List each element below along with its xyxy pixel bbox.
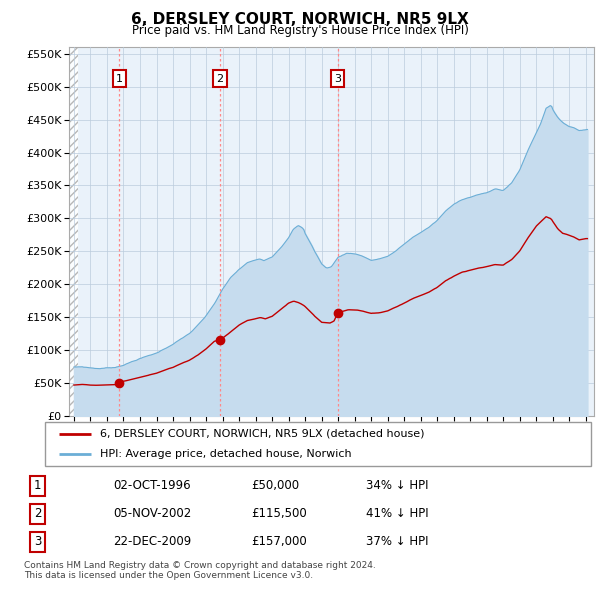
Text: 3: 3 <box>34 535 41 548</box>
Text: 1: 1 <box>116 74 123 84</box>
Text: 34% ↓ HPI: 34% ↓ HPI <box>366 480 429 493</box>
Bar <box>69 47 78 416</box>
Text: 1: 1 <box>34 480 41 493</box>
Text: Price paid vs. HM Land Registry's House Price Index (HPI): Price paid vs. HM Land Registry's House … <box>131 24 469 37</box>
Text: £50,000: £50,000 <box>251 480 299 493</box>
Text: 22-DEC-2009: 22-DEC-2009 <box>113 535 191 548</box>
Text: 2: 2 <box>34 507 41 520</box>
Text: £157,000: £157,000 <box>251 535 307 548</box>
Text: 6, DERSLEY COURT, NORWICH, NR5 9LX (detached house): 6, DERSLEY COURT, NORWICH, NR5 9LX (deta… <box>100 429 424 439</box>
Text: 6, DERSLEY COURT, NORWICH, NR5 9LX: 6, DERSLEY COURT, NORWICH, NR5 9LX <box>131 12 469 27</box>
Text: 05-NOV-2002: 05-NOV-2002 <box>113 507 191 520</box>
Text: 3: 3 <box>334 74 341 84</box>
Text: Contains HM Land Registry data © Crown copyright and database right 2024.
This d: Contains HM Land Registry data © Crown c… <box>24 560 376 580</box>
Text: 02-OCT-1996: 02-OCT-1996 <box>113 480 190 493</box>
Text: 2: 2 <box>217 74 223 84</box>
Text: 41% ↓ HPI: 41% ↓ HPI <box>366 507 429 520</box>
FancyBboxPatch shape <box>45 422 591 466</box>
Text: £115,500: £115,500 <box>251 507 307 520</box>
Text: 37% ↓ HPI: 37% ↓ HPI <box>366 535 429 548</box>
Text: HPI: Average price, detached house, Norwich: HPI: Average price, detached house, Norw… <box>100 449 351 459</box>
